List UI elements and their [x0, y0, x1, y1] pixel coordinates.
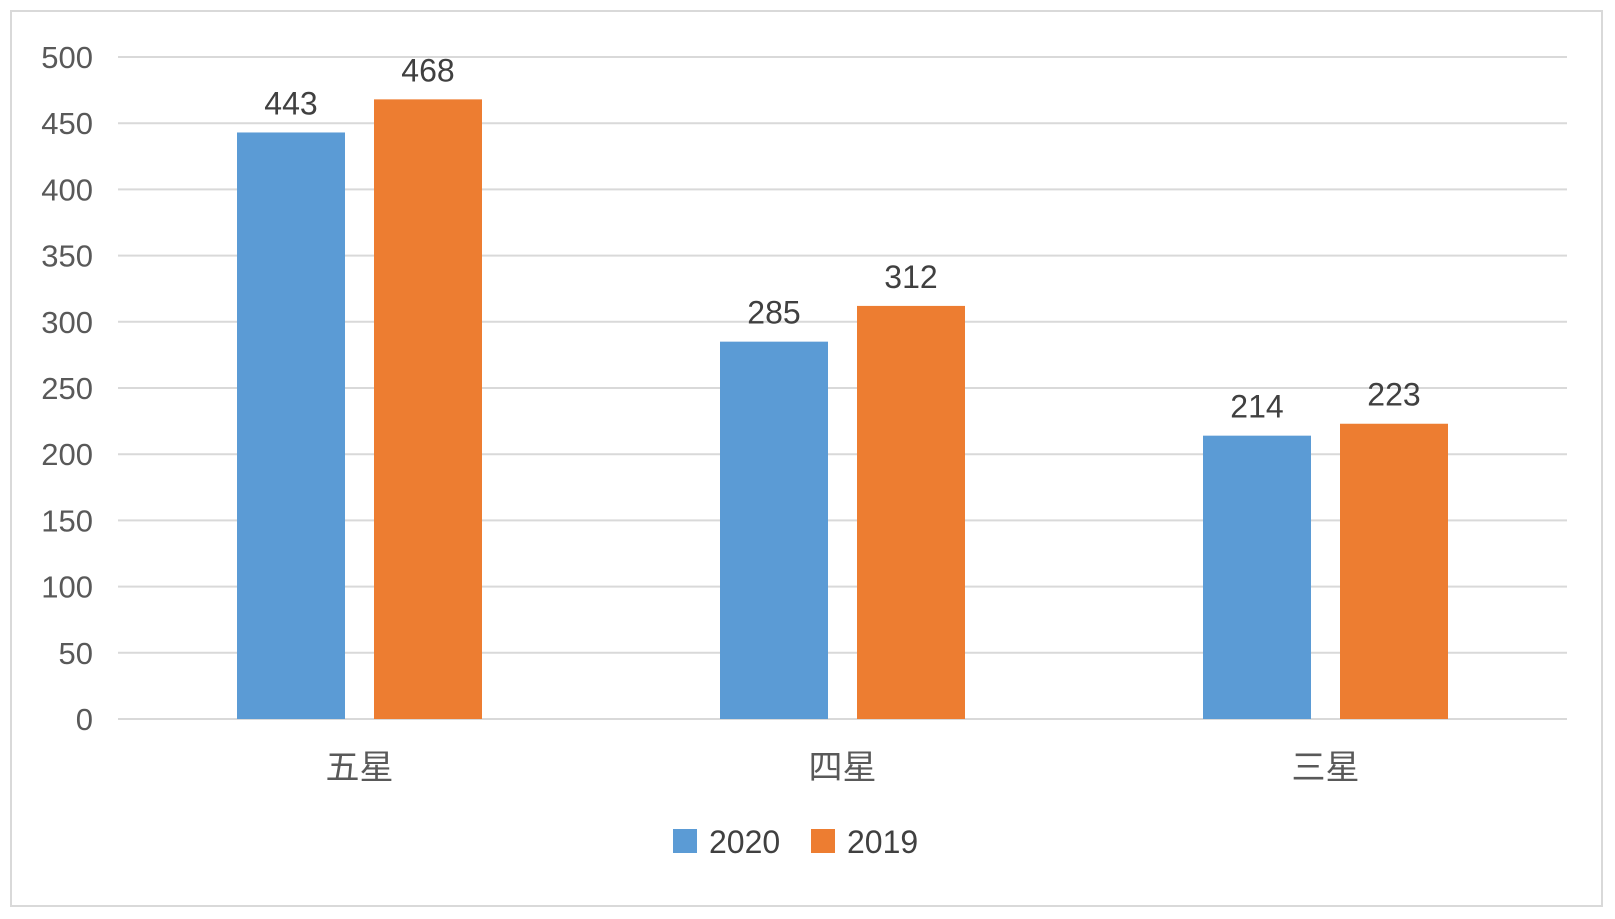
bar-2019-0 [374, 99, 482, 720]
y-tick-label: 150 [41, 503, 93, 538]
y-tick-label: 400 [41, 172, 93, 207]
legend: 2020 2019 [673, 824, 918, 860]
y-tick-label: 200 [41, 437, 93, 472]
data-label: 468 [401, 52, 454, 88]
bars [237, 99, 1448, 720]
bar-2020-2 [1203, 435, 1311, 719]
x-category-label: 四星 [809, 748, 877, 788]
data-label: 443 [264, 85, 317, 121]
bar-2019-1 [857, 305, 965, 719]
y-tick-label: 500 [41, 40, 93, 75]
y-tick-label: 100 [41, 570, 93, 605]
legend-swatch-2019 [811, 829, 835, 853]
y-tick-label: 0 [76, 702, 93, 737]
y-tick-label: 450 [41, 106, 93, 141]
legend-swatch-2020 [673, 829, 697, 853]
legend-label: 2019 [847, 824, 918, 860]
bar-2019-2 [1340, 423, 1448, 719]
gridlines [118, 56, 1567, 720]
data-label: 223 [1367, 377, 1420, 413]
x-axis-categories: 五星 四星 三星 [326, 748, 1360, 788]
data-label: 214 [1230, 389, 1283, 425]
y-tick-label: 350 [41, 239, 93, 274]
data-labels: 443 468 285 312 214 223 [264, 52, 1420, 424]
data-label: 312 [884, 259, 937, 295]
x-category-label: 五星 [326, 748, 394, 788]
bar-2020-0 [237, 132, 345, 719]
y-axis-ticks: 0 50 100 150 200 250 300 350 400 450 500 [41, 40, 93, 737]
legend-label: 2020 [709, 824, 780, 860]
y-tick-label: 300 [41, 305, 93, 340]
y-tick-label: 250 [41, 371, 93, 406]
data-label: 285 [747, 295, 800, 331]
bar-2020-1 [720, 341, 828, 719]
x-category-label: 三星 [1292, 748, 1360, 788]
y-tick-label: 50 [59, 636, 93, 671]
